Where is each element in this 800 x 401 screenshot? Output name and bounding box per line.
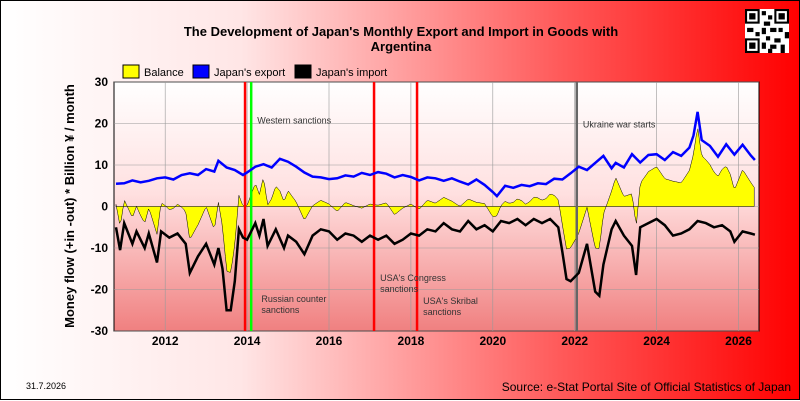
event-annotation: Western sanctions [257, 116, 331, 126]
event-annotation: sanctions [380, 284, 419, 294]
x-tick-label: 2012 [152, 334, 179, 348]
event-annotation: Ukraine war starts [583, 120, 656, 130]
source-note: Source: e-Stat Portal Site of Official S… [502, 380, 791, 394]
y-tick-label: -20 [91, 283, 109, 297]
y-tick-label: 30 [95, 75, 109, 89]
x-tick-label: 2014 [234, 334, 261, 348]
chart-title-line-1: The Development of Japan's Monthly Expor… [184, 24, 618, 39]
x-tick-label: 2018 [398, 334, 425, 348]
series-import-line [114, 217, 756, 312]
event-annotation: USA's Skribal [423, 296, 478, 306]
series-balance-area [115, 128, 755, 273]
x-tick-label: 2026 [725, 334, 752, 348]
x-tick-label: 2020 [479, 334, 506, 348]
y-tick-label: -30 [91, 324, 109, 338]
y-axis-label: Money flow (+in -out) * Billion ¥ / mont… [62, 84, 77, 328]
series-export-line [115, 111, 756, 198]
event-lines [243, 82, 579, 331]
x-tick-label: 2016 [316, 334, 343, 348]
legend-swatch-balance [122, 64, 140, 79]
event-annotation: sanctions [423, 307, 462, 317]
legend: Balance Japan's export Japan's import [122, 64, 387, 79]
event-annotation: USA's Congress [380, 273, 446, 283]
x-tick-label: 2022 [561, 334, 588, 348]
legend-label-export: Japan's export [214, 67, 285, 79]
legend-label-balance: Balance [144, 67, 184, 79]
legend-label-import: Japan's import [316, 67, 387, 79]
y-tick-label: -10 [91, 241, 109, 255]
tick-labels: 30 20 10 0 -10 -20 -30 2012 2014 2016 2018 2020 2022… [91, 75, 753, 348]
event-annotation: sanctions [261, 305, 300, 315]
y-tick-label: 20 [95, 117, 109, 131]
legend-swatch-import [294, 64, 312, 79]
y-tick-label: 0 [101, 200, 108, 214]
legend-swatch-export [192, 64, 210, 79]
qr-code-icon [745, 9, 789, 53]
date-stamp: 31.7.2026 [26, 381, 66, 391]
x-tick-label: 2024 [643, 334, 670, 348]
event-annotation: Russian counter [261, 294, 326, 304]
y-tick-label: 10 [95, 158, 109, 172]
chart-title-line-2: Argentina [371, 39, 432, 54]
